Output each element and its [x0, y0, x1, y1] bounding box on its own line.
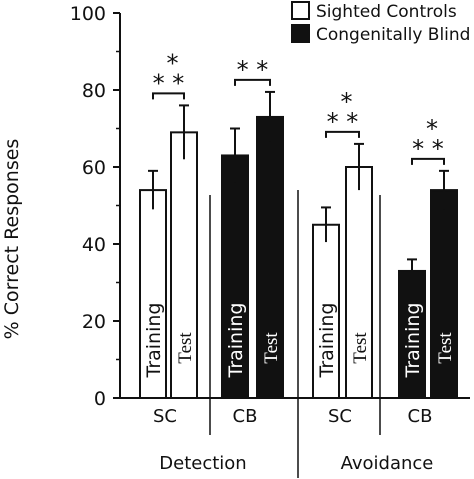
y-tick-label: 80: [82, 80, 106, 102]
group-label: SC: [153, 406, 177, 427]
y-tick-label: 100: [70, 3, 106, 25]
bar-label-test: Test: [261, 332, 282, 364]
bar-7: [430, 189, 458, 399]
significance-star-top: *: [341, 88, 353, 116]
bar-2: [221, 154, 249, 399]
bar-0: [139, 189, 167, 399]
bar-label-test: Test: [350, 332, 371, 364]
legend-swatch: [291, 1, 310, 20]
significance-stars: * *: [153, 69, 185, 97]
legend-label: Congenitally Blind: [316, 25, 470, 45]
significance-bracket: [234, 78, 271, 86]
significance-bracket: [411, 157, 445, 165]
group-label: CB: [408, 406, 433, 427]
group-label: SC: [328, 406, 352, 427]
y-tick-label: 40: [82, 234, 106, 256]
significance-stars: * *: [412, 135, 444, 163]
group-label: CB: [233, 406, 258, 427]
bar-label-training: Training: [316, 303, 338, 379]
significance-stars: * *: [237, 56, 269, 84]
y-tick-label: 20: [82, 311, 106, 333]
legend-swatch: [291, 24, 310, 43]
y-tick-label: 60: [82, 157, 106, 179]
task-label: Detection: [159, 453, 246, 474]
significance-star-top: *: [167, 49, 179, 77]
y-axis-title: % Correct Responses: [1, 139, 23, 340]
significance-star-top: *: [426, 115, 438, 143]
significance-bracket: [152, 92, 185, 100]
bar-label-training: Training: [402, 303, 424, 379]
bar-5: [345, 166, 373, 399]
legend-label: Sighted Controls: [316, 2, 457, 22]
bars: Training Test Training Test Training Test Trai…: [139, 49, 458, 400]
significance-bracket: [325, 130, 360, 138]
axes: 0 20 40 60 80 100 SC CB SC CB Detection Avoidance: [70, 3, 470, 478]
significance-stars: * *: [327, 108, 359, 136]
bar-4: [312, 223, 340, 399]
bar-label-training: Training: [143, 303, 165, 379]
bar-label-test: Test: [435, 332, 456, 364]
bar-6: [398, 269, 426, 400]
legend: Sighted Controls Congenitally Blind: [291, 1, 470, 45]
bar-label-training: Training: [225, 303, 247, 379]
y-tick-label: 0: [94, 388, 106, 410]
task-label: Avoidance: [341, 453, 434, 474]
bar-label-test: Test: [175, 332, 196, 364]
bar-1: [170, 131, 198, 399]
